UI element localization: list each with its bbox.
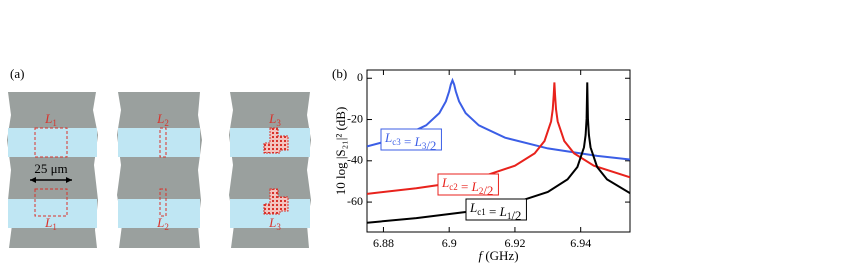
y-tick-label: -40 xyxy=(347,153,363,167)
series-line xyxy=(367,77,630,161)
structure-label: L2 xyxy=(156,111,169,128)
resonator xyxy=(263,127,289,154)
series-label: Lc3 = L3/2 xyxy=(384,130,436,153)
stripe xyxy=(118,199,200,228)
x-tick-label: 6.9 xyxy=(442,236,457,250)
stripe xyxy=(8,128,97,157)
plot-frame xyxy=(366,69,631,233)
resonator xyxy=(34,188,68,217)
y-tick-label: -60 xyxy=(347,194,363,208)
structure-label: L1 xyxy=(44,215,57,232)
x-tick-label: 6.88 xyxy=(373,236,394,250)
series-label: Lc2 = L2/2 xyxy=(441,175,493,198)
series-label-box xyxy=(465,198,527,221)
x-tick-label: 6.94 xyxy=(570,236,591,250)
resonator xyxy=(263,188,289,215)
structure-label: L2 xyxy=(156,215,169,232)
scale-label: 25 μm xyxy=(34,161,67,176)
structure-label: L3 xyxy=(268,111,281,128)
x-axis-label: f (GHz) xyxy=(478,248,518,263)
series-label-box xyxy=(380,128,442,151)
x-tick-label: 6.92 xyxy=(504,236,525,250)
panel-label: (a) xyxy=(10,66,24,81)
structure-label: L3 xyxy=(268,215,281,232)
panel-a: (a) 25 μm xyxy=(7,66,311,248)
arrow-head xyxy=(30,177,36,183)
panel-label: (b) xyxy=(332,66,347,81)
series-label-box xyxy=(437,173,499,196)
y-tick-label: 0 xyxy=(357,70,363,84)
stripe xyxy=(8,199,97,228)
series-label: Lc1 = L1/2 xyxy=(469,200,521,223)
y-tick-label: -20 xyxy=(347,111,363,125)
structure-label: L1 xyxy=(44,111,57,128)
resonator xyxy=(159,127,167,158)
resonator xyxy=(159,188,167,217)
y-axis-label: 10 log |S₂₁|² (dB) xyxy=(333,107,348,196)
resonator xyxy=(34,127,68,158)
arrow-head xyxy=(66,177,72,183)
stripe xyxy=(118,128,200,157)
